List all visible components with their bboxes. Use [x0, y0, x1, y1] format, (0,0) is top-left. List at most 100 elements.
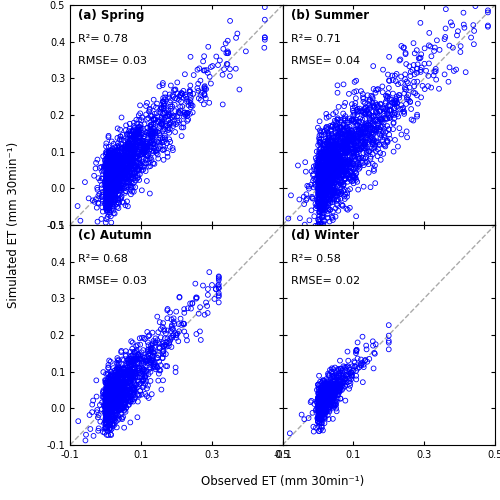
- Point: [107, 168, 115, 176]
- Point: [105, 152, 113, 160]
- Point: [341, 176, 349, 184]
- Point: [371, 125, 379, 133]
- Point: [112, 375, 120, 383]
- Point: [102, 412, 110, 420]
- Point: [105, 402, 113, 410]
- Point: [136, 142, 144, 150]
- Point: [366, 134, 374, 142]
- Point: [146, 134, 154, 141]
- Point: [174, 108, 182, 116]
- Point: [104, 175, 112, 183]
- Point: [406, 98, 414, 106]
- Point: [348, 172, 356, 180]
- Point: [128, 183, 136, 191]
- Point: [138, 148, 146, 156]
- Point: [106, 184, 114, 192]
- Point: [372, 138, 380, 146]
- Point: [319, 192, 327, 200]
- Point: [368, 120, 376, 128]
- Point: [120, 178, 128, 186]
- Point: [131, 374, 139, 382]
- Point: [102, 193, 110, 201]
- Point: [124, 382, 132, 390]
- Point: [314, 189, 322, 197]
- Point: [314, 390, 322, 398]
- Point: [130, 152, 138, 160]
- Point: [148, 352, 156, 360]
- Point: [317, 398, 325, 406]
- Point: [334, 366, 342, 374]
- Point: [345, 385, 353, 393]
- Point: [316, 220, 324, 228]
- Point: [104, 201, 112, 209]
- Point: [121, 172, 129, 180]
- Point: [104, 158, 112, 166]
- Point: [92, 376, 100, 384]
- Point: [104, 133, 112, 141]
- Point: [112, 396, 120, 404]
- Point: [316, 384, 324, 392]
- Point: [116, 379, 124, 387]
- Point: [112, 173, 120, 181]
- Point: [328, 391, 336, 399]
- Point: [140, 376, 147, 384]
- Point: [108, 406, 116, 413]
- Point: [105, 179, 113, 187]
- Point: [325, 388, 333, 396]
- Point: [106, 390, 114, 398]
- Point: [315, 399, 323, 407]
- Point: [168, 316, 175, 324]
- Point: [120, 160, 128, 168]
- Point: [108, 402, 116, 410]
- Point: [138, 140, 146, 147]
- Point: [155, 358, 163, 366]
- Point: [358, 358, 366, 366]
- Point: [143, 138, 151, 146]
- Point: [324, 149, 332, 157]
- Point: [114, 370, 122, 378]
- Point: [359, 109, 367, 117]
- Point: [112, 181, 120, 189]
- Point: [336, 376, 344, 384]
- Point: [324, 394, 332, 402]
- Point: [317, 407, 325, 415]
- Point: [160, 347, 168, 355]
- Point: [202, 66, 210, 74]
- Point: [326, 390, 334, 398]
- Point: [320, 155, 328, 163]
- Point: [146, 154, 154, 162]
- Point: [435, 85, 443, 93]
- Point: [176, 293, 184, 301]
- Point: [356, 104, 364, 112]
- Point: [130, 160, 138, 168]
- Point: [118, 386, 126, 394]
- Point: [146, 356, 154, 364]
- Point: [102, 182, 110, 190]
- Point: [330, 167, 338, 175]
- Point: [110, 414, 118, 422]
- Point: [344, 136, 352, 144]
- Point: [120, 381, 128, 389]
- Point: [161, 114, 169, 122]
- Text: (d) Winter: (d) Winter: [291, 230, 359, 242]
- Point: [356, 114, 364, 122]
- Point: [115, 406, 123, 414]
- Point: [106, 160, 114, 168]
- Point: [143, 144, 151, 152]
- Point: [325, 181, 333, 189]
- Point: [452, 66, 460, 74]
- Point: [101, 200, 109, 208]
- Point: [136, 369, 144, 377]
- Point: [128, 142, 136, 150]
- Point: [122, 374, 130, 382]
- Point: [171, 107, 179, 115]
- Point: [158, 386, 166, 394]
- Point: [198, 89, 206, 97]
- Point: [112, 381, 120, 389]
- Point: [116, 390, 124, 398]
- Point: [320, 192, 328, 200]
- Point: [106, 400, 114, 407]
- Point: [356, 146, 364, 154]
- Point: [105, 390, 113, 398]
- Point: [318, 408, 326, 416]
